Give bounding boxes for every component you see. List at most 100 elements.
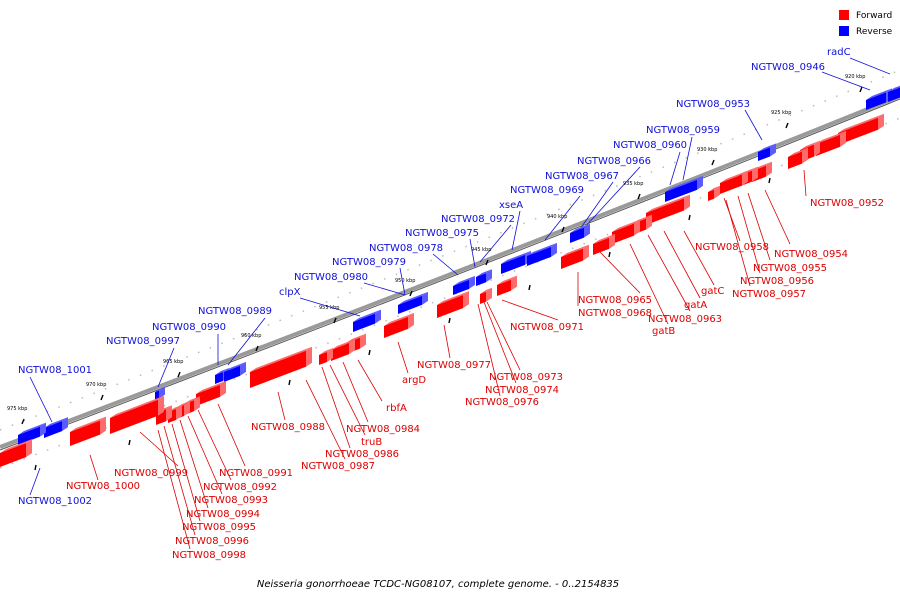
gene-face-top: [570, 223, 590, 233]
gene-label: argD: [402, 375, 426, 386]
gene-face-top: [612, 219, 640, 232]
gene-face-front: [501, 254, 525, 274]
gene-label: NGTW08_0980: [294, 272, 368, 283]
gene-label: NGTW08_0946: [751, 62, 825, 73]
gene-block: [453, 275, 475, 295]
leader-line: [725, 199, 751, 287]
gene-block: [476, 269, 492, 286]
gene-label: NGTW08_0979: [332, 257, 406, 268]
gene-label: NGTW08_0963: [648, 314, 722, 325]
gene-label: NGTW08_0997: [106, 336, 180, 347]
gene-label: NGTW08_0968: [578, 308, 652, 319]
gene-face-top: [758, 143, 776, 152]
gene-face-front: [570, 227, 584, 243]
gene-face-front: [866, 92, 886, 110]
gene-face-side: [714, 185, 720, 199]
gene-face-top: [480, 287, 492, 294]
gene-block: [70, 416, 106, 446]
gene-block: [0, 439, 32, 467]
leader-line: [469, 238, 476, 268]
gene-face-front: [215, 371, 223, 384]
gene-face-top: [44, 417, 68, 428]
scale-tick-label: 970 kbp: [86, 382, 106, 388]
gene-face-top: [665, 175, 703, 192]
gene-block: [593, 233, 615, 255]
scale-tick: [688, 214, 691, 221]
scale-tick-label: 950 kbp: [395, 278, 415, 284]
gene-block: [816, 130, 846, 156]
gene-face-top: [18, 422, 46, 435]
gene-face-front: [646, 198, 684, 225]
label-leader-lines: [29, 57, 891, 550]
leader-line: [683, 230, 715, 286]
gene-face-top: [527, 242, 557, 256]
gene-face-top: [476, 269, 492, 277]
leader-line: [357, 359, 383, 402]
scale-tick: [409, 290, 413, 297]
gene-face-side: [766, 161, 772, 177]
scale-tick: [711, 159, 715, 166]
gene-face-top: [70, 416, 106, 432]
gene-face-top: [331, 339, 355, 350]
gene-label: NGTW08_0967: [545, 171, 619, 182]
gene-label: NGTW08_0959: [646, 125, 720, 136]
forward-genes: [0, 113, 884, 467]
gene-label: NGTW08_0993: [194, 495, 268, 506]
gene-face-front: [155, 390, 159, 400]
gene-face-side: [752, 166, 758, 182]
scale-tick: [448, 317, 451, 324]
leader-line: [29, 376, 53, 423]
gene-label: NGTW08_0984: [346, 424, 420, 435]
leader-line: [821, 71, 871, 91]
leader-line: [157, 347, 175, 388]
scale-tick: [485, 259, 489, 266]
gene-face-side: [100, 416, 106, 435]
gene-face-side: [469, 275, 475, 289]
gene-face-front: [18, 426, 40, 445]
scale-tick: [128, 439, 131, 446]
gene-face-side: [349, 339, 355, 355]
gene-face-front: [384, 316, 408, 338]
leader-line: [321, 366, 351, 449]
leader-line: [737, 195, 761, 274]
gene-face-side: [306, 346, 312, 367]
gene-block: [708, 185, 720, 201]
leader-line: [544, 195, 581, 241]
gene-block: [384, 312, 414, 338]
leader-line: [139, 431, 179, 467]
gene-face-front: [476, 273, 486, 286]
leader-line: [803, 169, 807, 197]
gene-face-top: [708, 185, 720, 192]
leader-line: [682, 136, 693, 181]
leader-line: [432, 253, 459, 276]
leader-line: [744, 109, 763, 141]
gene-face-side: [609, 233, 615, 249]
leader-line: [217, 403, 246, 467]
scale-tick: [177, 371, 181, 378]
gene-face-front: [612, 223, 634, 244]
scale-tick: [100, 394, 104, 401]
gene-label: gatA: [684, 300, 707, 311]
gene-face-top: [319, 347, 333, 355]
scale-tick: [34, 464, 37, 471]
gene-block: [758, 143, 776, 161]
gene-block: [480, 287, 492, 304]
gene-label: xseA: [499, 200, 523, 211]
gene-face-top: [250, 346, 312, 372]
gene-block: [196, 380, 226, 406]
leader-line: [511, 210, 521, 251]
gene-face-top: [110, 395, 164, 418]
gene-face-front: [250, 350, 306, 388]
gene-block: [612, 219, 640, 244]
gene-face-top: [816, 130, 846, 144]
gene-face-side: [360, 333, 366, 349]
gene-block: [319, 347, 333, 365]
gene-label: NGTW08_0958: [695, 242, 769, 253]
gene-face-top: [437, 291, 469, 305]
leader-line: [501, 299, 559, 321]
gene-face-side: [878, 113, 884, 130]
gene-face-top: [788, 147, 808, 157]
leader-line: [187, 415, 223, 495]
leader-line: [443, 324, 451, 359]
leader-line: [171, 423, 201, 522]
